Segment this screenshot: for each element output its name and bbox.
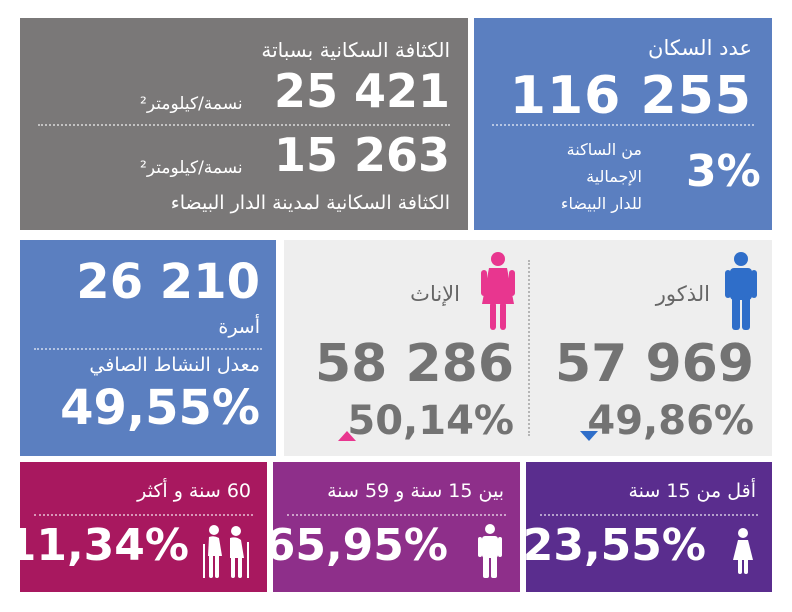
child-icon bbox=[732, 528, 754, 578]
population-share-line1: من الساكنة bbox=[566, 140, 642, 159]
down-triangle-icon bbox=[580, 426, 598, 445]
age-group-value: 65,95% bbox=[264, 520, 448, 571]
age-group-15-59: بين 15 سنة و 59 سنة 65,95% bbox=[265, 462, 520, 592]
density-panel: الكثافة السكانية بسباتة 25 421 نسمة/كيلو… bbox=[20, 18, 468, 230]
households-panel: 26 210 أسرة معدل النشاط الصافي 49,55% bbox=[20, 240, 276, 456]
female-percent: 50,14% bbox=[347, 398, 514, 444]
age-group-label: 60 سنة و أكثر bbox=[137, 480, 251, 502]
female-person-icon bbox=[480, 252, 516, 334]
households-label: أسرة bbox=[218, 316, 260, 338]
age-group-divider bbox=[34, 514, 253, 516]
households-divider bbox=[34, 348, 262, 350]
population-value: 116 255 bbox=[509, 66, 752, 126]
male-label: الذكور bbox=[655, 282, 710, 306]
age-group-60-plus: 60 سنة و أكثر 11,34% bbox=[6, 462, 267, 592]
age-group-under-15: أقل من 15 سنة 23,55% bbox=[522, 462, 772, 592]
density-divider bbox=[38, 124, 450, 126]
population-share-line3: للدار البيضاء bbox=[560, 194, 642, 213]
male-person-icon bbox=[724, 252, 758, 334]
density-caption: الكثافة السكانية لمدينة الدار البيضاء bbox=[170, 192, 450, 214]
male-value: 57 969 bbox=[554, 334, 754, 394]
age-group-divider bbox=[540, 514, 758, 516]
density-title: الكثافة السكانية بسباتة bbox=[261, 38, 450, 62]
female-label: الإناث bbox=[410, 282, 460, 306]
population-share-text: من الساكنة الإجمالية للدار البيضاء bbox=[561, 136, 642, 217]
population-panel: عدد السكان 116 255 3% من الساكنة الإجمال… bbox=[474, 18, 772, 230]
density-unit-casablanca: نسمة/كيلومتر² bbox=[140, 158, 243, 178]
age-group-label: بين 15 سنة و 59 سنة bbox=[327, 480, 504, 502]
activity-rate-label: معدل النشاط الصافي bbox=[89, 354, 260, 376]
population-share-line2: الإجمالية bbox=[586, 167, 642, 186]
gender-panel: الذكور 57 969 49,86% الإناث 58 286 50,14… bbox=[284, 240, 772, 456]
gender-divider bbox=[528, 260, 530, 436]
male-percent: 49,86% bbox=[587, 398, 754, 444]
up-triangle-icon bbox=[338, 426, 356, 445]
population-share-value: 3% bbox=[686, 146, 761, 197]
elderly-couple-icon bbox=[200, 524, 252, 582]
population-title: عدد السكان bbox=[648, 36, 752, 60]
activity-rate-value: 49,55% bbox=[60, 380, 260, 436]
age-group-label: أقل من 15 سنة bbox=[628, 480, 756, 502]
adult-icon bbox=[477, 524, 503, 582]
population-divider bbox=[492, 124, 754, 126]
density-value-casablanca: 15 263 bbox=[273, 128, 450, 182]
density-unit-sbata: نسمة/كيلومتر² bbox=[140, 94, 243, 114]
age-group-divider bbox=[287, 514, 506, 516]
age-group-value: 23,55% bbox=[522, 520, 706, 571]
households-value: 26 210 bbox=[76, 254, 260, 310]
age-group-value: 11,34% bbox=[5, 520, 189, 571]
density-value-sbata: 25 421 bbox=[273, 64, 450, 118]
female-value: 58 286 bbox=[314, 334, 514, 394]
